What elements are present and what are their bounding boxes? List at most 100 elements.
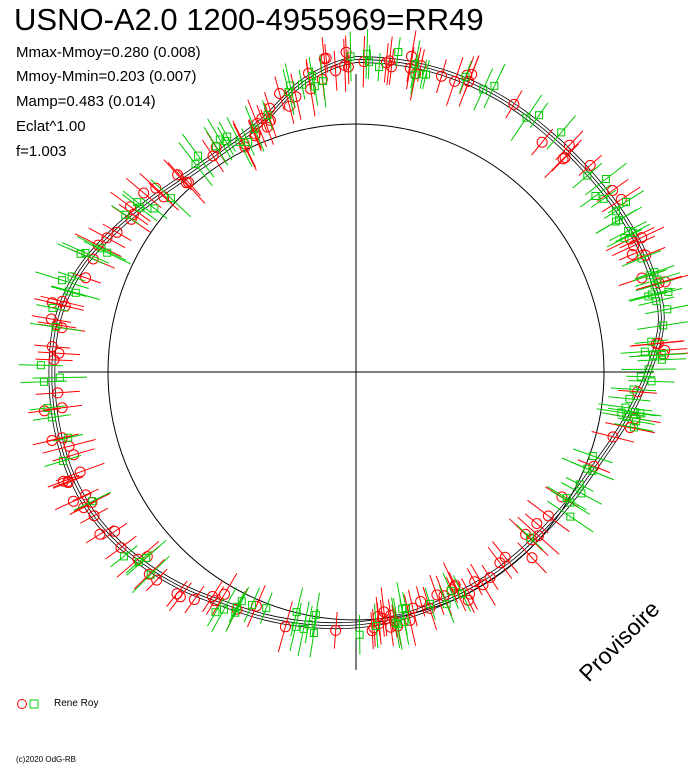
error-bar xyxy=(584,162,627,196)
error-bar xyxy=(167,161,206,204)
error-bar xyxy=(261,100,274,131)
data-point-circle xyxy=(559,152,571,164)
error-bar xyxy=(470,563,496,606)
error-bar xyxy=(410,40,421,88)
error-bar xyxy=(409,47,422,101)
data-point-square xyxy=(575,480,584,489)
error-bar xyxy=(34,344,71,349)
error-bar xyxy=(42,439,96,454)
error-bar xyxy=(608,396,651,402)
data-point-square xyxy=(262,604,271,613)
error-bar xyxy=(51,285,101,301)
error-bar xyxy=(448,571,462,599)
error-bar xyxy=(73,491,112,511)
data-point-circle xyxy=(48,354,60,366)
data-point-square xyxy=(647,337,656,346)
error-bar xyxy=(35,271,89,289)
data-point-circle xyxy=(494,557,506,569)
error-bar xyxy=(386,36,393,86)
error-bar xyxy=(42,404,82,411)
data-point-square xyxy=(557,128,566,137)
error-bar xyxy=(118,203,149,226)
data-point-square xyxy=(601,175,610,183)
error-bar xyxy=(516,524,544,551)
stat-mamp: Mamp=0.483 (0.014) xyxy=(16,93,156,110)
data-point-square xyxy=(663,305,672,314)
error-bar xyxy=(102,522,128,540)
data-point-circle xyxy=(188,594,200,605)
data-point-square xyxy=(247,600,256,609)
error-bar xyxy=(438,585,455,623)
data-point-circle xyxy=(404,614,416,626)
error-bar xyxy=(422,586,437,631)
error-bar xyxy=(311,67,319,106)
error-bar xyxy=(333,612,338,649)
error-bar xyxy=(446,57,464,106)
data-point-square xyxy=(393,620,402,629)
error-bar xyxy=(32,414,71,421)
error-bar xyxy=(442,572,460,610)
data-point-square xyxy=(614,216,623,225)
error-bar xyxy=(445,576,459,603)
error-bar xyxy=(244,105,265,152)
error-bar xyxy=(264,92,276,125)
data-point-square xyxy=(566,512,575,521)
error-bar xyxy=(619,248,646,261)
data-point-circle xyxy=(180,177,192,189)
data-point-square xyxy=(142,553,151,562)
data-point-square xyxy=(599,194,608,203)
error-bar xyxy=(524,513,549,534)
error-bar xyxy=(309,608,319,658)
error-bar xyxy=(247,99,268,148)
data-point-square xyxy=(299,624,308,633)
data-point-square xyxy=(215,135,224,144)
error-bar xyxy=(69,500,98,515)
error-bar xyxy=(372,608,376,647)
error-bar xyxy=(228,591,246,623)
error-bar xyxy=(634,265,675,280)
error-bar xyxy=(406,30,417,83)
error-bar xyxy=(615,223,651,243)
data-point-circle xyxy=(150,182,162,194)
error-bar xyxy=(481,564,499,591)
error-bar xyxy=(560,482,602,505)
error-bar xyxy=(596,408,647,417)
data-point-square xyxy=(442,600,451,609)
error-bar xyxy=(628,380,675,383)
error-bar xyxy=(625,246,666,264)
error-bar xyxy=(145,568,168,592)
error-bar xyxy=(517,516,560,555)
error-bar xyxy=(550,490,590,515)
data-point-square xyxy=(591,192,600,200)
axes xyxy=(58,74,654,670)
data-point-square xyxy=(64,433,73,442)
error-bar xyxy=(621,368,677,370)
error-bar xyxy=(349,31,352,82)
error-bar xyxy=(256,104,268,132)
data-point-square xyxy=(121,210,130,219)
data-point-square xyxy=(644,365,653,374)
data-point-circle xyxy=(172,169,184,181)
error-bar xyxy=(380,599,385,637)
data-point-square xyxy=(365,58,373,67)
error-bar xyxy=(203,126,229,166)
data-point-square xyxy=(637,254,646,263)
data-point-circle xyxy=(151,574,163,586)
data-point-square xyxy=(146,570,155,579)
error-bar xyxy=(461,578,479,610)
error-bar xyxy=(610,387,657,392)
error-bar xyxy=(55,462,105,482)
data-point-square xyxy=(71,288,80,297)
data-point-square xyxy=(308,72,316,81)
error-bar xyxy=(617,417,655,425)
data-point-square xyxy=(250,124,259,133)
data-point-circle xyxy=(563,139,575,151)
error-bar xyxy=(370,612,374,650)
error-bar xyxy=(637,353,687,357)
data-point-square xyxy=(588,452,597,460)
data-point-square xyxy=(535,111,544,120)
error-bar xyxy=(614,423,654,432)
error-bar xyxy=(638,296,675,306)
error-bar xyxy=(395,37,401,67)
data-point-circle xyxy=(449,75,461,87)
